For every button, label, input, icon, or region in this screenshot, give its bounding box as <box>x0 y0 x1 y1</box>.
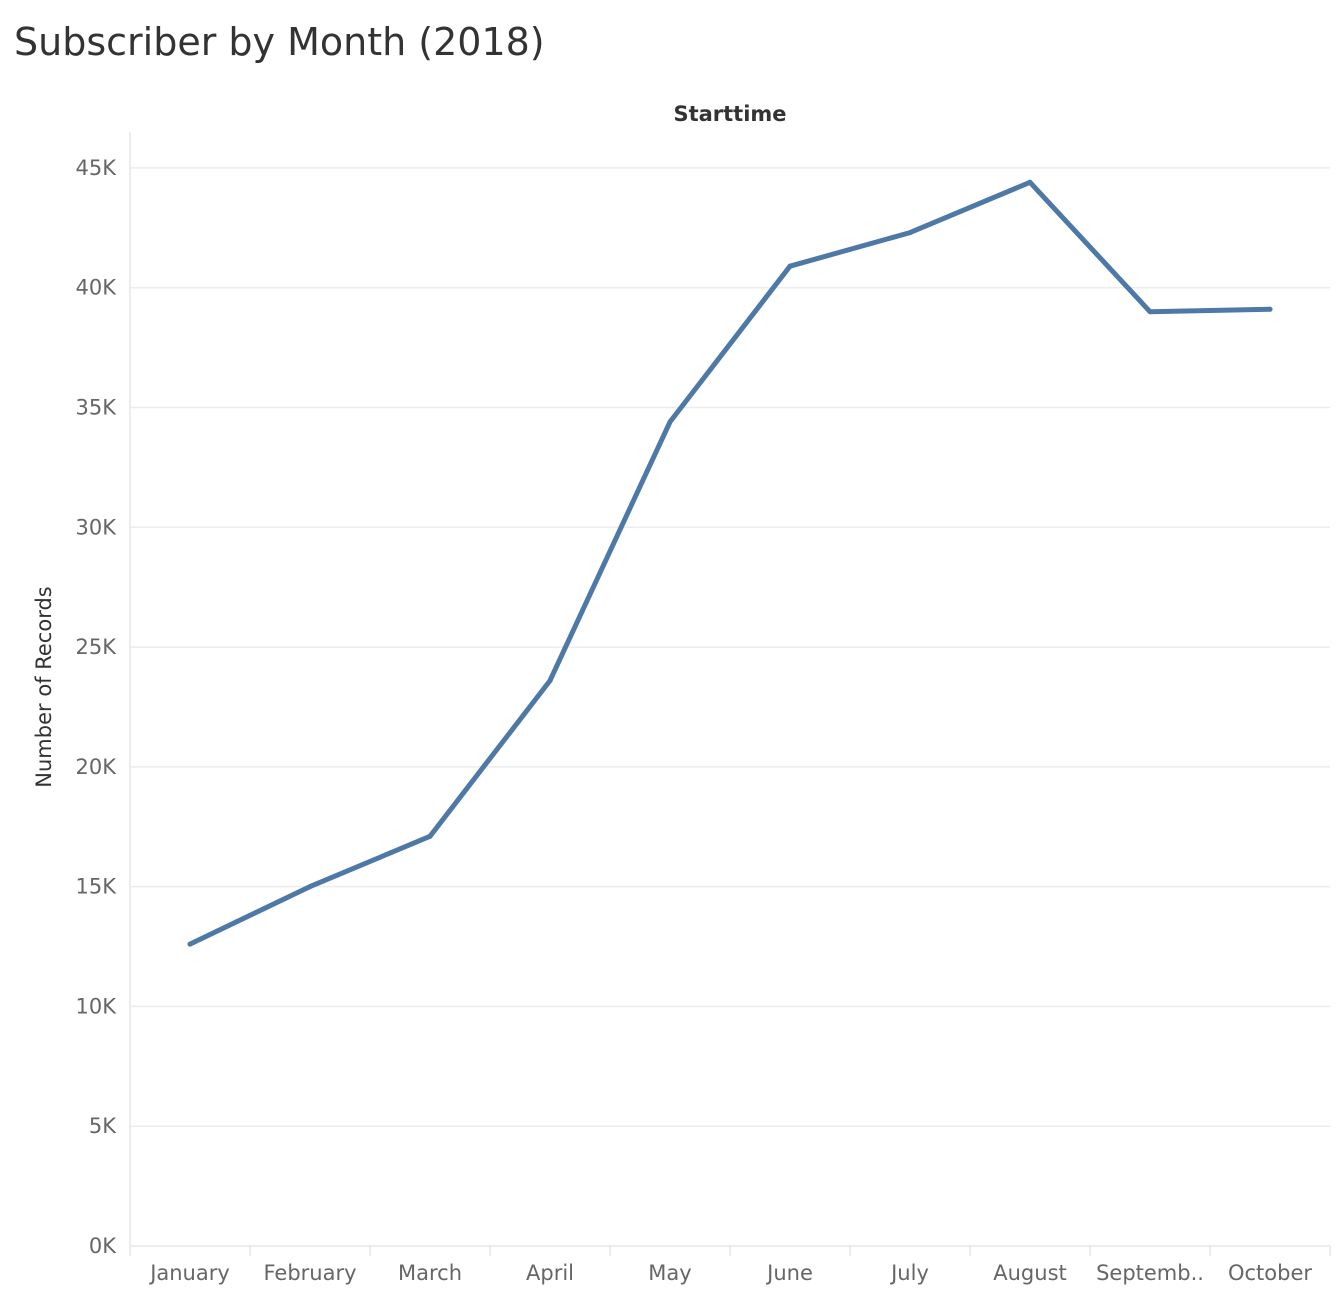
series-line <box>187 179 1273 947</box>
x-tick-label: October <box>1228 1261 1312 1285</box>
y-tick-labels: 0K 5K 10K 15K 20K 25K 30K 35K 40K 45K <box>76 156 118 1258</box>
x-tick-label: Septemb.. <box>1096 1261 1204 1285</box>
y-tick-label: 35K <box>76 396 118 420</box>
y-tick-label: 25K <box>76 635 118 659</box>
y-tick-label: 10K <box>76 994 118 1018</box>
x-tick-label: August <box>993 1261 1067 1285</box>
y-axis-title: Number of Records <box>32 586 56 787</box>
data-point[interactable] <box>667 419 673 425</box>
y-tick-label: 15K <box>76 875 118 899</box>
data-point[interactable] <box>907 230 913 236</box>
axes <box>129 132 1331 1256</box>
x-tick-label: July <box>889 1261 929 1285</box>
y-tick-label: 45K <box>76 156 118 180</box>
data-point[interactable] <box>187 941 193 947</box>
data-point[interactable] <box>1027 179 1033 185</box>
x-tick-label: June <box>765 1261 813 1285</box>
x-tick-label: March <box>398 1261 462 1285</box>
x-tick-label: February <box>263 1261 356 1285</box>
data-point[interactable] <box>547 678 553 684</box>
data-point[interactable] <box>1147 309 1153 315</box>
x-tick-label: April <box>526 1261 574 1285</box>
x-tick-label: January <box>148 1261 230 1285</box>
y-tick-label: 0K <box>89 1234 117 1258</box>
y-tick-label: 20K <box>76 755 118 779</box>
chart-title: Subscriber by Month (2018) <box>14 20 545 64</box>
data-point[interactable] <box>1267 306 1273 312</box>
y-tick-label: 40K <box>76 276 118 300</box>
data-point[interactable] <box>307 884 313 890</box>
data-point[interactable] <box>787 263 793 269</box>
y-tick-label: 30K <box>76 515 118 539</box>
x-tick-label: May <box>648 1261 691 1285</box>
series-layer <box>187 179 1273 947</box>
column-header: Starttime <box>673 102 786 126</box>
data-point[interactable] <box>427 833 433 839</box>
x-tick-labels: January February March April May June July Augu… <box>148 1261 1312 1285</box>
gridlines <box>130 167 1330 1127</box>
y-tick-label: 5K <box>89 1114 117 1138</box>
